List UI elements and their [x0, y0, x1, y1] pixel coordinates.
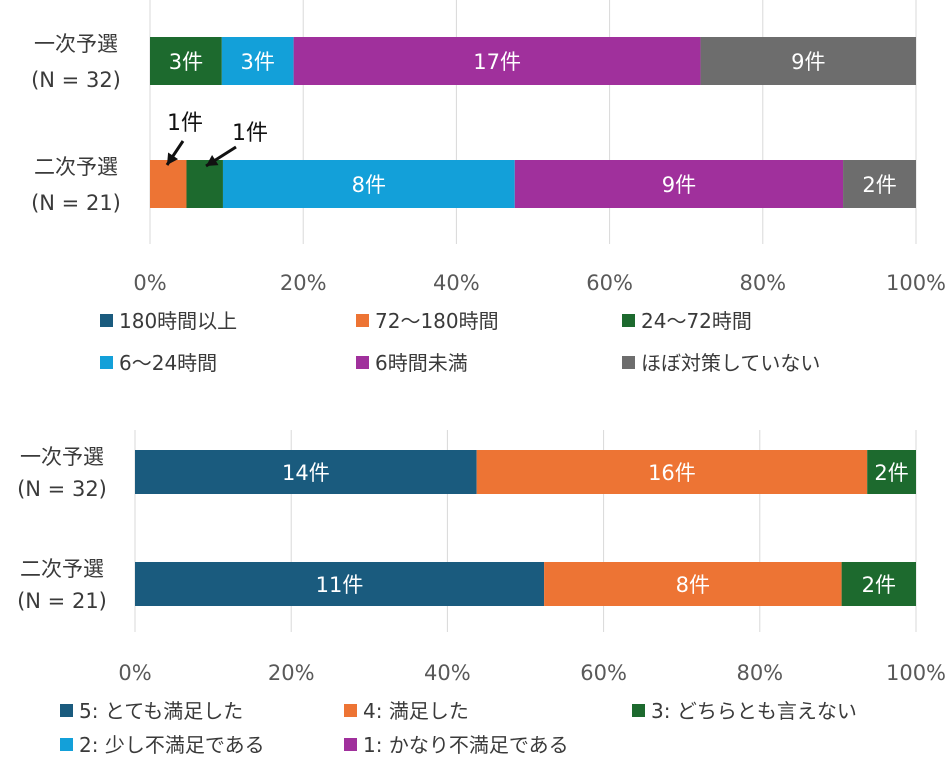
- annotation-arrowhead: [167, 152, 179, 165]
- data-label: 16件: [648, 461, 696, 485]
- data-label: 17件: [473, 50, 521, 74]
- category-label: 一次予選: [34, 32, 118, 56]
- x-tick-label: 60%: [580, 661, 627, 685]
- bar-segment: [150, 37, 222, 85]
- data-label: 14件: [282, 461, 330, 485]
- bar-segment: [135, 562, 545, 606]
- category-n-label: (N = 21): [17, 589, 107, 613]
- legend-swatch: [100, 314, 113, 327]
- annotation-label: 1件: [167, 111, 203, 136]
- bar-segment: [514, 160, 844, 208]
- legend-label: ほぼ対策していない: [641, 351, 820, 375]
- legend-label: 1: かなり不満足である: [363, 733, 569, 757]
- x-tick-label: 100%: [886, 271, 946, 295]
- legend-label: 2: 少し不満足である: [79, 733, 265, 757]
- data-label: 9件: [791, 50, 825, 74]
- legend-label: 6〜24時間: [119, 351, 217, 375]
- data-label: 2件: [862, 173, 896, 197]
- legend-swatch: [344, 704, 357, 717]
- legend-label: 24〜72時間: [641, 309, 752, 333]
- x-tick-label: 20%: [280, 271, 327, 295]
- legend-label: 72〜180時間: [375, 309, 499, 333]
- bar-segment: [221, 37, 294, 85]
- legend-swatch: [60, 704, 73, 717]
- chart-satisfaction: 0% 20% 40% 60% 80% 100% 一次予選 (N = 32) 二次予選 (N = 2…: [17, 430, 946, 757]
- category-n-label: (N = 32): [17, 477, 107, 501]
- data-label: 9件: [662, 173, 696, 197]
- data-label: 2件: [874, 461, 908, 485]
- bar-segment: [867, 450, 916, 494]
- bar-segment: [222, 160, 515, 208]
- legend-label: 6時間未満: [375, 351, 468, 375]
- category-n-label: (N = 21): [31, 191, 121, 215]
- bar-segment: [150, 160, 187, 208]
- x-tick-label: 0%: [133, 271, 166, 295]
- x-tick-label: 60%: [586, 271, 633, 295]
- legend-swatch: [356, 356, 369, 369]
- bar-segment: [293, 37, 701, 85]
- legend-swatch: [622, 356, 635, 369]
- category-label: 一次予選: [20, 445, 104, 469]
- x-tick-label: 40%: [433, 271, 480, 295]
- data-label: 11件: [316, 573, 364, 597]
- bar-segment: [544, 562, 842, 606]
- data-label: 2件: [862, 573, 896, 597]
- bar-segment: [135, 450, 477, 494]
- x-tick-label: 40%: [424, 661, 471, 685]
- chart-preparation-time: 0% 20% 40% 60% 80% 100% 一次予選 (N = 32) 二次予選 (N = 2…: [31, 0, 946, 375]
- x-tick-label: 100%: [886, 661, 946, 685]
- bar-segment: [476, 450, 868, 494]
- data-label: 3件: [169, 50, 203, 74]
- x-tick-label: 20%: [268, 661, 315, 685]
- annotation-label: 1件: [232, 121, 268, 146]
- legend-label: 5: とても満足した: [79, 699, 243, 723]
- legend-swatch: [356, 314, 369, 327]
- legend-swatch: [344, 738, 357, 751]
- legend-swatch: [622, 314, 635, 327]
- legend-label: 4: 満足した: [363, 699, 469, 723]
- bar-segment: [700, 37, 916, 85]
- bar-segment: [843, 160, 916, 208]
- data-label: 8件: [676, 573, 710, 597]
- bar-segment: [186, 160, 223, 208]
- bar-segment: [841, 562, 916, 606]
- legend-swatch: [60, 738, 73, 751]
- category-label: 二次予選: [20, 557, 104, 581]
- x-tick-label: 0%: [118, 661, 151, 685]
- legend-label: 180時間以上: [119, 309, 237, 333]
- data-label: 8件: [352, 173, 386, 197]
- category-n-label: (N = 32): [31, 68, 121, 92]
- annotation-arrowhead: [206, 155, 219, 166]
- x-tick-label: 80%: [736, 661, 783, 685]
- category-label: 二次予選: [34, 155, 118, 179]
- legend-swatch: [100, 356, 113, 369]
- data-label: 3件: [241, 50, 275, 74]
- x-tick-label: 80%: [739, 271, 786, 295]
- legend-label: 3: どちらとも言えない: [651, 699, 857, 723]
- legend-swatch: [632, 704, 645, 717]
